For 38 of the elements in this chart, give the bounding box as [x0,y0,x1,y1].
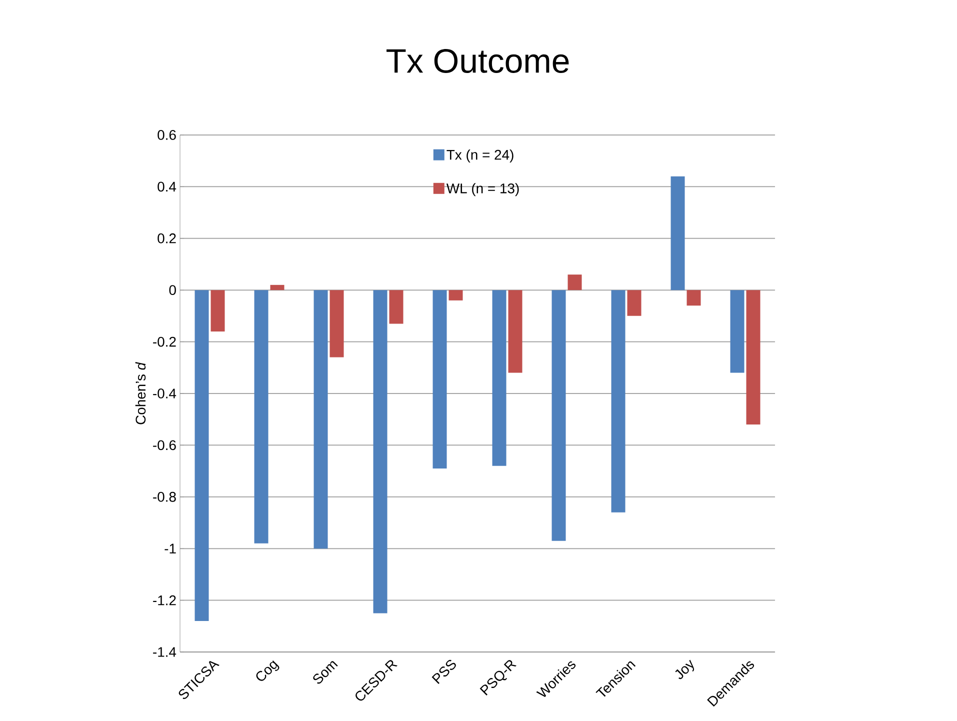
y-tick-label: -1.4 [153,647,176,657]
bar [730,290,744,373]
bar [330,290,344,358]
bar [389,290,404,324]
y-tick-label: -0.2 [153,336,176,347]
bar [552,290,566,541]
bar [254,290,268,544]
bar [492,290,506,466]
y-tick-label: -1 [164,544,176,554]
legend-label: Tx (n = 24) [446,150,514,163]
bar [194,290,209,621]
y-axis-title: Cohen’s d [135,362,146,424]
bar [432,290,447,468]
chart-title: Tx Outcome [386,48,569,73]
x-tick-label: Joy [675,660,694,680]
bar [611,290,626,512]
bar [686,290,701,306]
y-tick-label: -0.4 [153,388,176,398]
bar [270,284,284,290]
bar [314,290,328,549]
x-tick-label: Cog [256,660,280,681]
y-tick-label: 0.4 [158,182,176,192]
legend-label: WL (n = 13) [446,183,519,196]
bar [746,290,760,425]
bar [448,290,463,300]
bar [627,290,642,316]
y-tick-label: 0.2 [158,233,176,244]
bar [210,290,225,332]
y-tick-label: -0.6 [153,440,176,450]
y-tick-label: -1.2 [153,595,176,606]
x-tick-label: Som [313,661,338,684]
bar [373,290,388,614]
y-tick-label: 0.6 [158,130,176,140]
y-tick-label: -0.8 [153,492,176,502]
y-tick-label: 0 [169,285,176,296]
bar [670,176,685,290]
bar [508,290,522,373]
bar [568,274,582,290]
